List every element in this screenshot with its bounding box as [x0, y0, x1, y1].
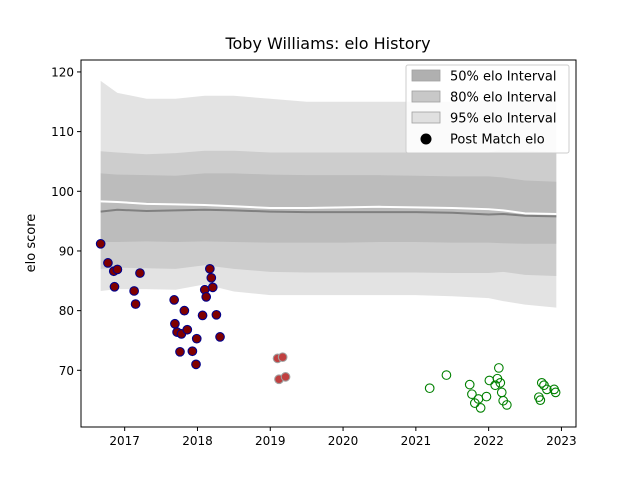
- axes-frame: [80, 59, 577, 428]
- legend-label: 95% elo Interval: [450, 112, 557, 127]
- data-point: [424, 383, 435, 394]
- x-tick-label: 2023: [546, 434, 577, 448]
- data-point: [535, 395, 546, 405]
- data-point: [169, 295, 180, 305]
- y-tick-label: 110: [51, 125, 74, 139]
- data-point: [135, 268, 145, 278]
- data-point: [109, 281, 120, 292]
- data-point: [464, 379, 475, 390]
- data-point: [201, 292, 212, 302]
- legend-label: 50% elo Interval: [450, 70, 557, 85]
- data-point: [493, 363, 504, 373]
- y-tick-label: 90: [59, 244, 74, 258]
- y-tick-label: 80: [59, 304, 74, 318]
- chart-title: Toby Williams: elo History: [224, 34, 430, 53]
- data-point: [130, 299, 141, 309]
- x-tick-label: 2017: [109, 434, 140, 448]
- x-tick-label: 2021: [401, 434, 432, 448]
- legend-marker: [420, 133, 432, 145]
- data-point: [207, 282, 218, 293]
- legend-swatch: [411, 90, 441, 103]
- data-point: [441, 370, 452, 380]
- data-point: [495, 377, 506, 388]
- legend-swatch: [411, 111, 441, 124]
- data-point: [475, 403, 486, 413]
- legend: 50% elo Interval 80% elo Interval 95% elo …: [405, 64, 570, 154]
- data-point: [182, 324, 193, 335]
- data-point: [542, 384, 552, 395]
- data-point: [501, 400, 512, 410]
- data-point: [129, 286, 139, 296]
- legend-label: Post Match elo: [450, 133, 545, 148]
- data-point: [206, 272, 217, 283]
- data-point: [204, 264, 215, 274]
- legend-frame: [405, 64, 570, 154]
- data-point: [490, 380, 501, 391]
- y-axis-label: elo score: [24, 214, 39, 273]
- data-point: [197, 310, 208, 321]
- legend-label: 80% elo Interval: [450, 91, 557, 106]
- x-tick-label: 2022: [473, 434, 504, 448]
- data-point: [103, 258, 113, 268]
- data-point: [473, 394, 484, 404]
- x-tick-label: 2020: [328, 434, 359, 448]
- data-point: [95, 238, 106, 249]
- data-point: [215, 332, 225, 342]
- data-point: [170, 318, 180, 329]
- data-point: [191, 359, 201, 370]
- upper-elo-line: [100, 200, 557, 215]
- y-tick-label: 100: [51, 185, 74, 199]
- legend-swatch: [411, 69, 441, 82]
- data-point: [467, 389, 477, 400]
- data-point: [187, 346, 198, 357]
- y-tick-label: 70: [59, 364, 74, 378]
- data-point: [481, 391, 492, 402]
- data-point: [112, 264, 123, 275]
- data-point: [550, 387, 561, 398]
- mean-elo-line: [100, 208, 557, 218]
- data-point: [175, 346, 185, 357]
- data-point: [277, 352, 288, 363]
- y-tick-label: 120: [51, 65, 74, 79]
- x-tick-label: 2019: [255, 434, 286, 448]
- data-point: [191, 333, 202, 344]
- data-point: [496, 387, 507, 398]
- data-point: [211, 309, 222, 320]
- x-tick-label: 2018: [182, 434, 213, 448]
- data-point: [179, 305, 190, 316]
- data-point: [536, 377, 547, 388]
- data-point: [280, 372, 291, 382]
